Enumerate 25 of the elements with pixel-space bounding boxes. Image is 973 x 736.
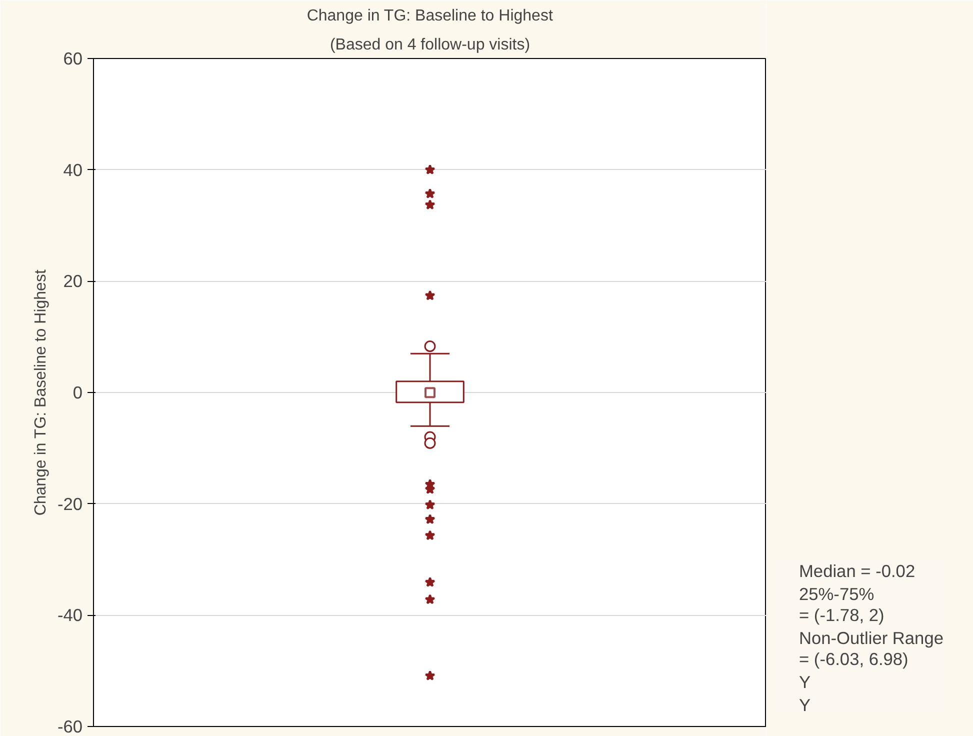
chart-title: Change in TG: Baseline to Highest [306,8,554,24]
point [424,514,436,524]
text: Non-Outlier Range = (-6.03, 6.98) [799,628,944,670]
y-tick-label: 40 [63,160,83,180]
y-tick-label: 0 [72,382,83,402]
text: 25%-75% = (-1.78, 2) [799,584,884,626]
y-tick-label: 60 [63,48,83,68]
point [424,530,436,540]
y-tick-label: 20 [63,271,83,292]
y-tick-label: -60 [57,716,82,736]
text: Y [799,672,812,693]
point [424,594,436,604]
text: Median = -0.02 [799,561,916,582]
text: Y [799,695,812,716]
point [424,499,436,510]
point [424,188,436,198]
point [424,576,436,587]
point [424,199,436,210]
y-tick-label: -20 [57,494,82,514]
y-tick-label: -40 [57,605,82,626]
point [424,670,436,680]
point [424,290,436,300]
point [424,164,436,174]
y-axis-title: Change in TG: Baseline to Highest [32,269,50,516]
chart-subtitle: (Based on 4 follow-up visits) [330,36,530,54]
